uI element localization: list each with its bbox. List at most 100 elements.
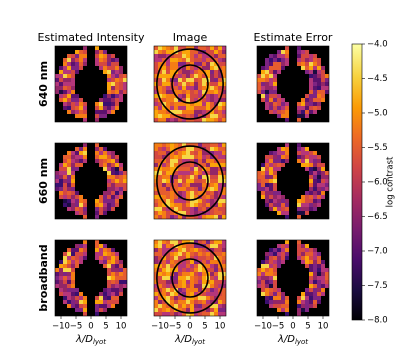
pixel [202, 203, 206, 207]
pixel [218, 50, 222, 54]
pixel [321, 98, 325, 102]
pixel [166, 268, 170, 272]
pixel [194, 66, 198, 70]
image-panel [54, 45, 128, 123]
pixel [202, 143, 206, 147]
pixel [305, 288, 309, 292]
pixel [186, 58, 190, 62]
pixel [190, 187, 194, 191]
pixel [269, 66, 273, 70]
pixel [158, 207, 162, 211]
pixel [63, 256, 67, 260]
pixel [111, 58, 115, 62]
pixel [79, 304, 83, 308]
pixel [261, 163, 265, 167]
pixel [158, 159, 162, 163]
pixel [261, 175, 265, 179]
pixel [222, 272, 226, 276]
pixel [297, 199, 301, 203]
pixel [95, 312, 99, 316]
pixel [309, 163, 313, 167]
pixel [222, 102, 226, 106]
pixel [277, 211, 281, 215]
pixel [158, 191, 162, 195]
pixel [170, 74, 174, 78]
pixel [190, 240, 194, 244]
pixel [83, 102, 87, 106]
x-tick-label: 10 [318, 322, 329, 332]
pixel [75, 62, 79, 66]
pixel [210, 147, 214, 151]
pixel [194, 171, 198, 175]
pixel [111, 288, 115, 292]
pixel [178, 171, 182, 175]
pixel [75, 244, 79, 248]
pixel [158, 62, 162, 66]
pixel [273, 62, 277, 66]
pixel [210, 312, 214, 316]
pixel [63, 155, 67, 159]
pixel [75, 308, 79, 312]
pixel [63, 199, 67, 203]
pixel [186, 106, 190, 110]
pixel [186, 175, 190, 179]
pixel [206, 211, 210, 215]
pixel [99, 54, 103, 58]
pixel [182, 203, 186, 207]
pixel [305, 292, 309, 296]
pixel [67, 94, 71, 98]
pixel [257, 268, 261, 272]
pixel [71, 70, 75, 74]
pixel [111, 280, 115, 284]
pixel [301, 203, 305, 207]
pixel [285, 248, 289, 252]
pixel [119, 292, 123, 296]
pixel [59, 86, 63, 90]
pixel [198, 312, 202, 316]
pixel [119, 78, 123, 82]
pixel [182, 147, 186, 151]
pixel [194, 292, 198, 296]
pixel [79, 207, 83, 211]
pixel [174, 155, 178, 159]
pixel [83, 114, 87, 118]
pixel [83, 296, 87, 300]
pixel [265, 272, 269, 276]
pixel [182, 114, 186, 118]
pixel [154, 187, 158, 191]
pixel [210, 211, 214, 215]
pixel [273, 159, 277, 163]
pixel [309, 167, 313, 171]
pixel [194, 268, 198, 272]
pixel [257, 179, 261, 183]
pixel [214, 288, 218, 292]
pixel [190, 296, 194, 300]
pixel [83, 118, 87, 122]
pixel [190, 94, 194, 98]
pixel [119, 171, 123, 175]
pixel [174, 110, 178, 114]
pixel [111, 248, 115, 252]
colorbar-tick-label: −8.0 [367, 316, 388, 326]
pixel [107, 300, 111, 304]
pixel [281, 244, 285, 248]
pixel [103, 98, 107, 102]
pixel [166, 66, 170, 70]
pixel [166, 195, 170, 199]
pixel [194, 272, 198, 276]
pixel [214, 74, 218, 78]
pixel [115, 175, 119, 179]
pixel [174, 159, 178, 163]
pixel [55, 272, 59, 276]
pixel [182, 159, 186, 163]
pixel [170, 284, 174, 288]
pixel [63, 78, 67, 82]
pixel [285, 256, 289, 260]
pixel [269, 110, 273, 114]
pixel [190, 102, 194, 106]
pixel [103, 167, 107, 171]
pixel [273, 78, 277, 82]
pixel [111, 268, 115, 272]
pixel [178, 62, 182, 66]
pixel [222, 284, 226, 288]
